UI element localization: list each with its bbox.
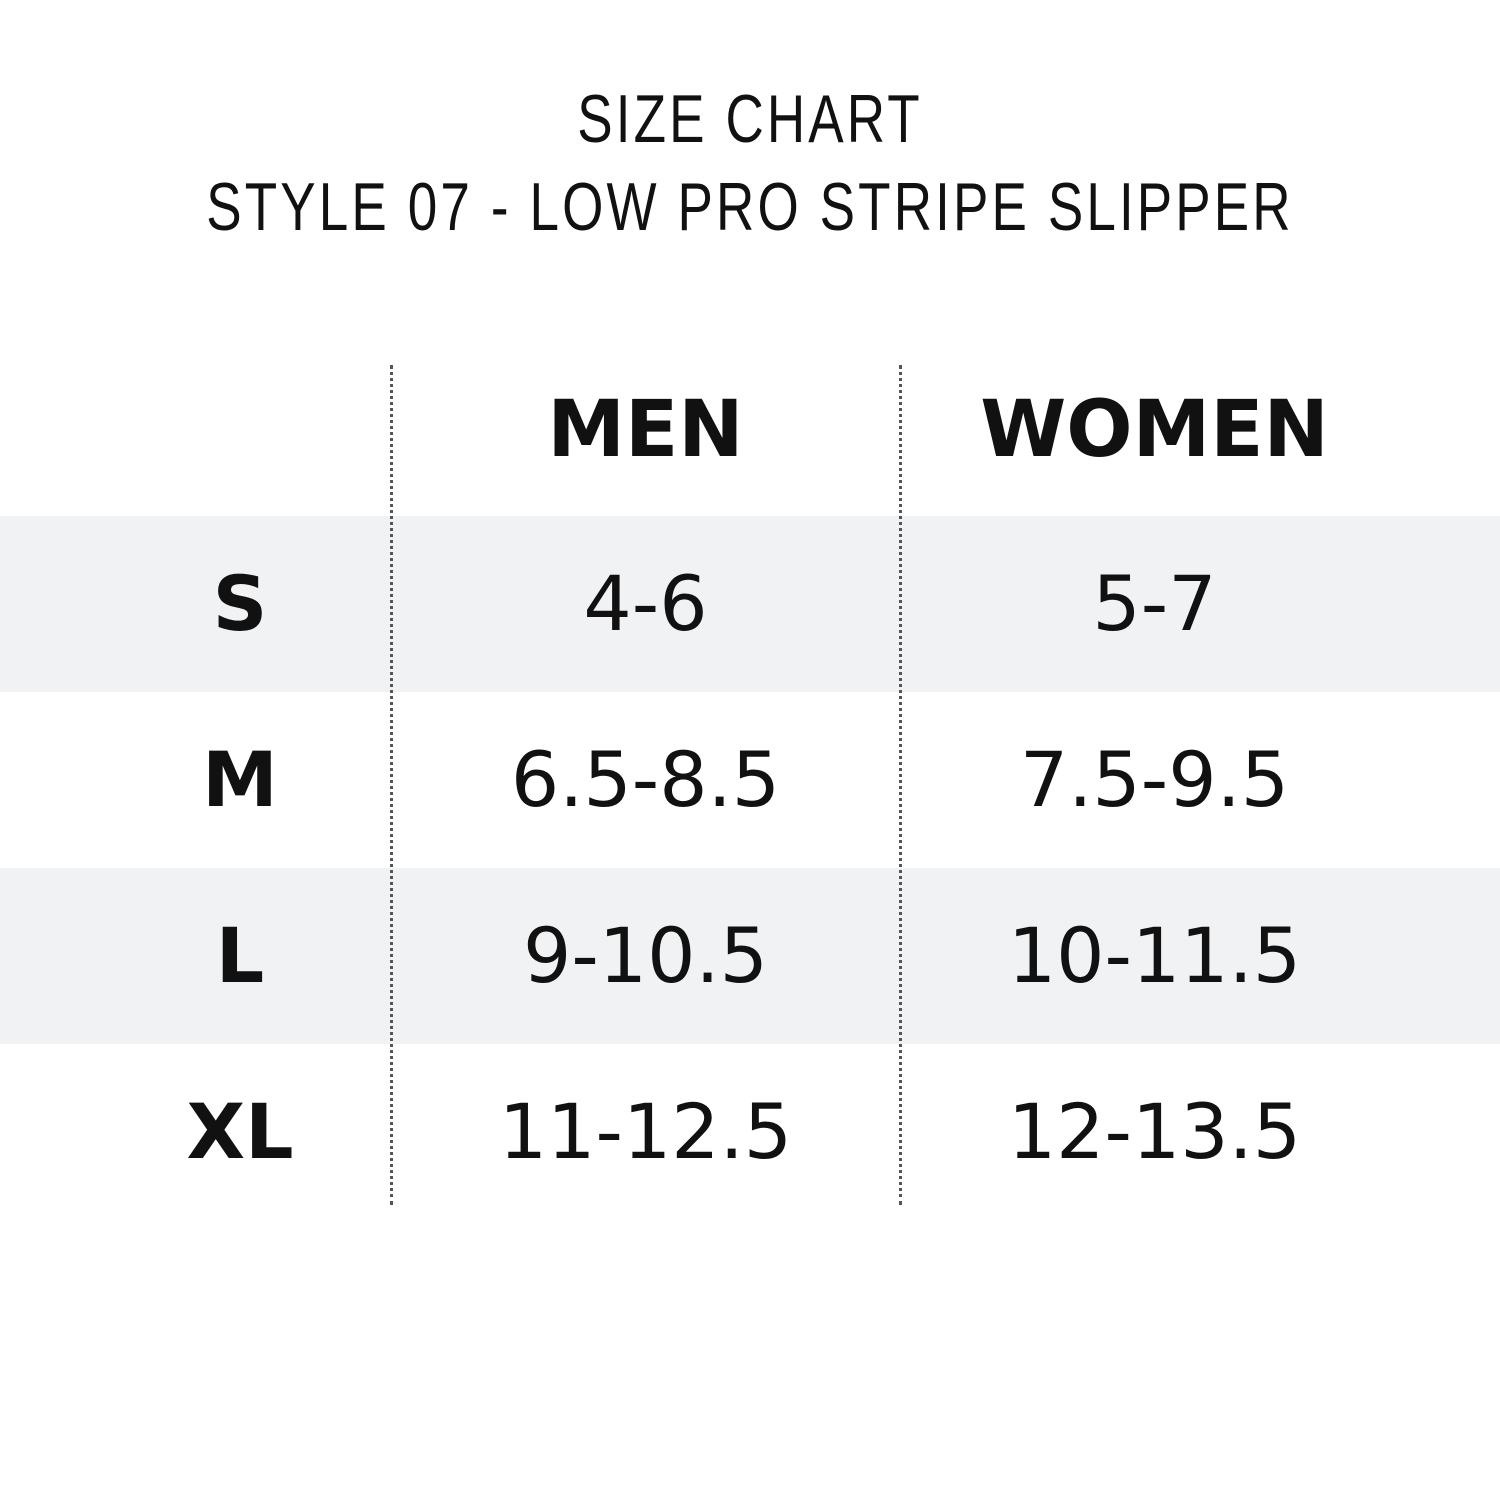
size-value: 5-7 bbox=[1092, 559, 1217, 648]
size-value: 7.5-9.5 bbox=[1019, 735, 1290, 824]
title: SIZE CHART bbox=[577, 81, 923, 157]
size-value: 4-6 bbox=[583, 559, 708, 648]
size-value: 11-12.5 bbox=[498, 1087, 793, 1176]
divider bbox=[899, 365, 902, 1205]
size-label: XL bbox=[186, 1087, 294, 1176]
divider bbox=[390, 365, 393, 1205]
column-header: WOMEN bbox=[980, 385, 1329, 475]
column-header: MEN bbox=[547, 385, 744, 475]
size-value: 6.5-8.5 bbox=[510, 735, 781, 824]
subtitle: STYLE 07 - LOW PRO STRIPE SLIPPER bbox=[206, 169, 1294, 245]
size-label: L bbox=[215, 911, 265, 1000]
size-label: M bbox=[202, 735, 278, 824]
row-band bbox=[0, 516, 1500, 692]
size-value: 9-10.5 bbox=[523, 911, 768, 1000]
size-label: S bbox=[212, 559, 268, 648]
row-band bbox=[0, 868, 1500, 1044]
size-value: 10-11.5 bbox=[1007, 911, 1302, 1000]
size-value: 12-13.5 bbox=[1007, 1087, 1302, 1176]
